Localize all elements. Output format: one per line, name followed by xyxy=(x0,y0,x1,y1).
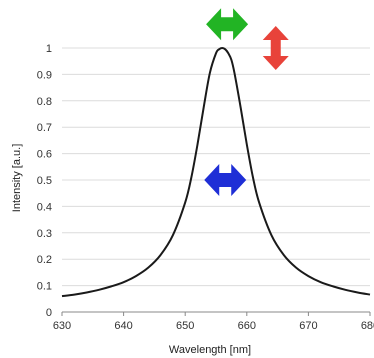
y-tick-label: 0.8 xyxy=(37,96,52,108)
y-tick-label: 0.3 xyxy=(37,228,52,240)
y-tick-label: 0.6 xyxy=(37,149,52,161)
grid-layer xyxy=(62,47,370,287)
x-tick-label: 670 xyxy=(299,320,317,332)
y-tick-label: 0.9 xyxy=(37,69,52,81)
annotation-layer xyxy=(204,8,289,196)
y-axis-label: Intensity [a.u.] xyxy=(11,144,23,212)
x-tick-label: 640 xyxy=(114,320,132,332)
y-tick-label: 0.1 xyxy=(37,281,52,293)
y-tick-label: 1 xyxy=(46,43,52,55)
axis-layer: 0 0.1 0.2 0.3 0.4 0.5 0.6 0.7 0.8 0.9 1 630 640 650 66… xyxy=(37,43,374,332)
x-tick-label: 650 xyxy=(176,320,194,332)
blue-double-arrow-icon xyxy=(204,164,247,196)
x-axis-label: Wavelength [nm] xyxy=(169,344,251,356)
x-tick-label: 630 xyxy=(53,320,71,332)
y-tick-label: 0 xyxy=(46,307,52,319)
x-tick-label: 660 xyxy=(238,320,256,332)
y-tick-label: 0.5 xyxy=(37,175,52,187)
y-tick-label: 0.4 xyxy=(37,201,52,213)
curve-layer xyxy=(61,46,371,298)
green-double-arrow-icon xyxy=(206,8,249,41)
x-tick-label: 680 xyxy=(361,320,374,332)
red-double-arrow-icon xyxy=(262,26,289,70)
y-tick-label: 0.7 xyxy=(37,122,52,134)
y-tick-label: 0.2 xyxy=(37,254,52,266)
spectrum-line xyxy=(61,46,371,298)
